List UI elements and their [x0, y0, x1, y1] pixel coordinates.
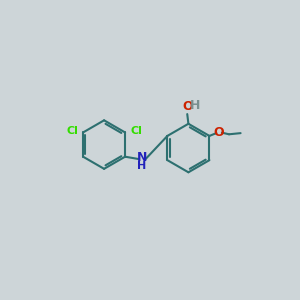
Text: Cl: Cl	[66, 126, 78, 136]
Text: O: O	[214, 126, 224, 139]
Text: H: H	[137, 161, 146, 171]
Text: N: N	[136, 151, 147, 164]
Text: H: H	[189, 99, 200, 112]
Text: O: O	[182, 100, 193, 113]
Text: Cl: Cl	[130, 126, 142, 136]
